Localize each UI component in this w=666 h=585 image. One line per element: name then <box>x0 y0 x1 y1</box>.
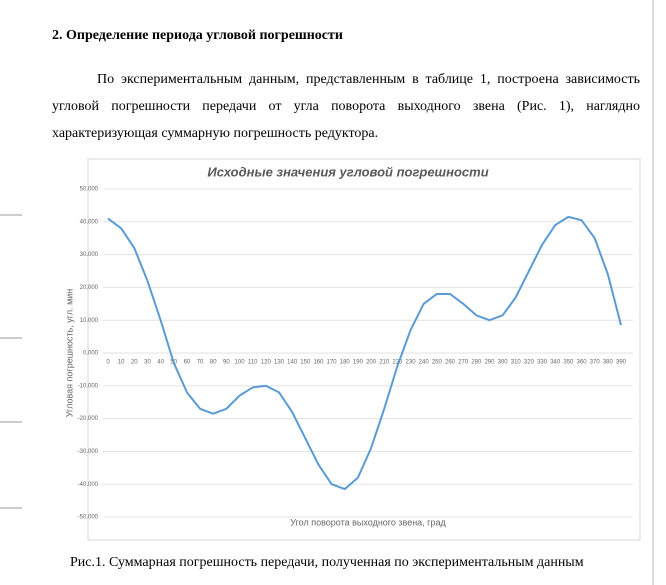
x-tick-label: 300 <box>498 360 509 366</box>
y-tick-label: 0.000 <box>83 351 99 357</box>
x-tick-label: 360 <box>577 360 588 366</box>
x-tick-label: 130 <box>274 360 285 366</box>
x-tick-label: 20 <box>131 360 138 366</box>
x-tick-label: 260 <box>445 360 456 366</box>
x-tick-label: 210 <box>379 360 390 366</box>
y-tick-label: -10.000 <box>78 383 99 389</box>
x-tick-label: 90 <box>223 360 230 366</box>
x-tick-label: 40 <box>157 360 164 366</box>
x-tick-label: 110 <box>248 360 258 366</box>
x-tick-label: 310 <box>511 360 522 366</box>
x-tick-label: 120 <box>261 360 272 366</box>
x-tick-label: 290 <box>484 360 495 366</box>
x-tick-label: 230 <box>406 360 417 366</box>
x-tick-label: 80 <box>210 360 217 366</box>
x-tick-label: 170 <box>327 360 338 366</box>
x-tick-label: 10 <box>118 360 125 366</box>
x-axis-label: Угол поворота выходного звена, град <box>290 517 446 527</box>
y-tick-label: -30.000 <box>78 449 99 455</box>
x-tick-label: 380 <box>603 360 614 366</box>
y-tick-label: -50.000 <box>78 515 99 521</box>
y-tick-label: 30.000 <box>80 252 99 258</box>
x-tick-label: 340 <box>550 360 561 366</box>
x-tick-label: 240 <box>419 360 430 366</box>
x-tick-label: 150 <box>300 360 311 366</box>
x-tick-label: 60 <box>184 360 191 366</box>
x-tick-label: 70 <box>197 360 204 366</box>
data-line <box>107 215 622 491</box>
caption: Рис.1. Суммарная погрешность передачи, п… <box>70 555 584 570</box>
y-tick-label: -20.000 <box>78 416 99 422</box>
y-axis-label: Угловая погрешность, угл. мин <box>64 289 74 418</box>
x-tick-label: 100 <box>235 360 246 366</box>
x-tick-label: 350 <box>563 360 574 366</box>
x-tick-label: 390 <box>616 360 627 366</box>
y-tick-label: 10.000 <box>80 318 99 324</box>
x-tick-label: 190 <box>353 360 364 366</box>
y-tick-label: 50.000 <box>80 187 99 193</box>
x-tick-label: 30 <box>144 360 151 366</box>
x-tick-label: 140 <box>287 360 298 366</box>
y-tick-label: 20.000 <box>80 285 99 291</box>
x-tick-label: 250 <box>432 360 443 366</box>
chart-frame <box>87 158 641 541</box>
x-tick-label: 280 <box>471 360 482 366</box>
x-tick-label: 0 <box>106 360 110 366</box>
chart-title: Исходные значения угловой погрешности <box>207 164 488 179</box>
y-tick-label: 40.000 <box>80 219 99 225</box>
x-tick-label: 320 <box>524 360 535 366</box>
x-tick-label: 200 <box>366 360 377 366</box>
paragraph: По экспериментальным данным, представлен… <box>52 72 640 141</box>
x-tick-label: 160 <box>313 360 324 366</box>
heading: 2. Определение периода угловой погрешнос… <box>52 28 343 43</box>
x-tick-label: 270 <box>458 360 469 366</box>
x-tick-label: 180 <box>340 360 351 366</box>
x-tick-label: 330 <box>537 360 548 366</box>
x-tick-label: 370 <box>590 360 601 366</box>
y-tick-label: -40.000 <box>78 482 99 488</box>
